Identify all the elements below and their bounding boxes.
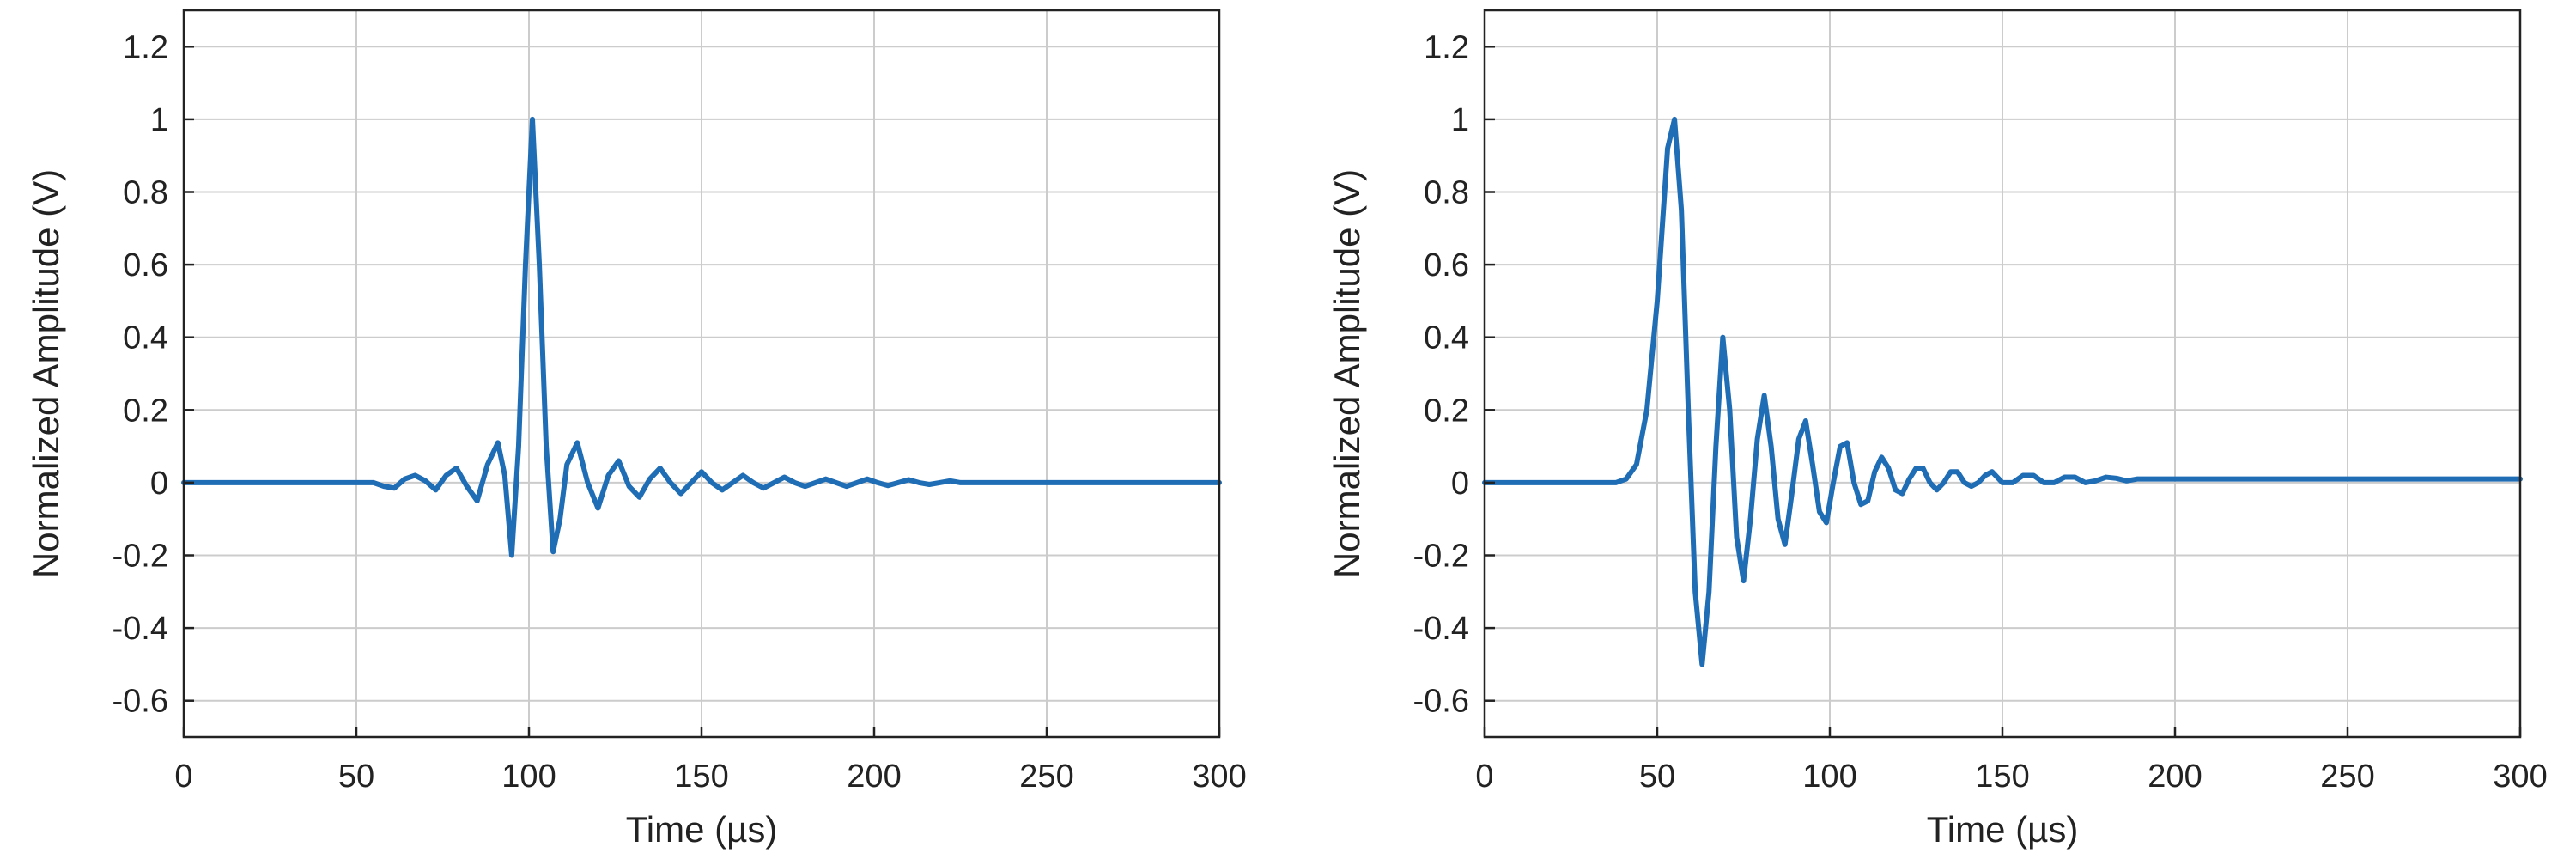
chart-left: 0 50 100 150 200 250 300 -0.6 -0.4 -0.2 0 0.2 0.4 0.6… [26,9,1247,850]
y-tick-label: -0.2 [1413,539,1469,575]
x-tick-label: 200 [2148,758,2202,795]
y-tick-label: 0.6 [1424,247,1469,283]
x-tick-label: 0 [174,758,192,795]
x-axis-label: Time (µs) [1927,809,2079,850]
y-tick-label: 0.2 [1424,393,1469,429]
y-tick-label: 0.8 [123,175,168,211]
series-line [1482,116,2523,667]
y-tick-label: 0 [1451,466,1469,502]
y-tick-label: -0.6 [112,684,168,720]
y-tick-label: 0.2 [123,393,168,429]
y-tick-label: 0 [150,466,168,502]
y-tick-label: -0.6 [1413,684,1469,720]
x-tick-label: 100 [501,758,556,795]
x-tick-label: 100 [1802,758,1856,795]
x-axis-label: Time (µs) [626,809,778,850]
series-line [181,116,1222,558]
y-tick-label: -0.2 [112,539,168,575]
y-tick-label: 0.4 [1424,320,1469,356]
y-tick-label: -0.4 [112,611,168,647]
x-tick-label: 0 [1475,758,1493,795]
y-tick-label: 1.2 [123,29,168,65]
y-tick-label: 1 [1451,102,1469,138]
x-tick-label: 150 [674,758,728,795]
y-tick-label: 0.6 [123,247,168,283]
x-tick-label: 200 [847,758,901,795]
y-tick-label: 1.2 [1424,29,1469,65]
x-tick-label: 250 [2320,758,2374,795]
x-tick-label: 150 [1975,758,2029,795]
x-tick-label: 300 [2493,758,2547,795]
x-tick-label: 50 [338,758,374,795]
y-axis-label: Normalized Amplitude (V) [1327,169,1367,578]
y-tick-label: 0.4 [123,320,168,356]
y-tick-label: -0.4 [1413,611,1469,647]
chart-right: 0 50 100 150 200 250 300 -0.6 -0.4 -0.2 0 0.2 0.4 0.6… [1327,9,2548,850]
y-tick-label: 1 [150,102,168,138]
x-tick-label: 50 [1639,758,1675,795]
y-axis-label: Normalized Amplitude (V) [26,169,66,578]
x-tick-label: 300 [1192,758,1246,795]
x-tick-label: 250 [1019,758,1073,795]
y-tick-label: 0.8 [1424,175,1469,211]
